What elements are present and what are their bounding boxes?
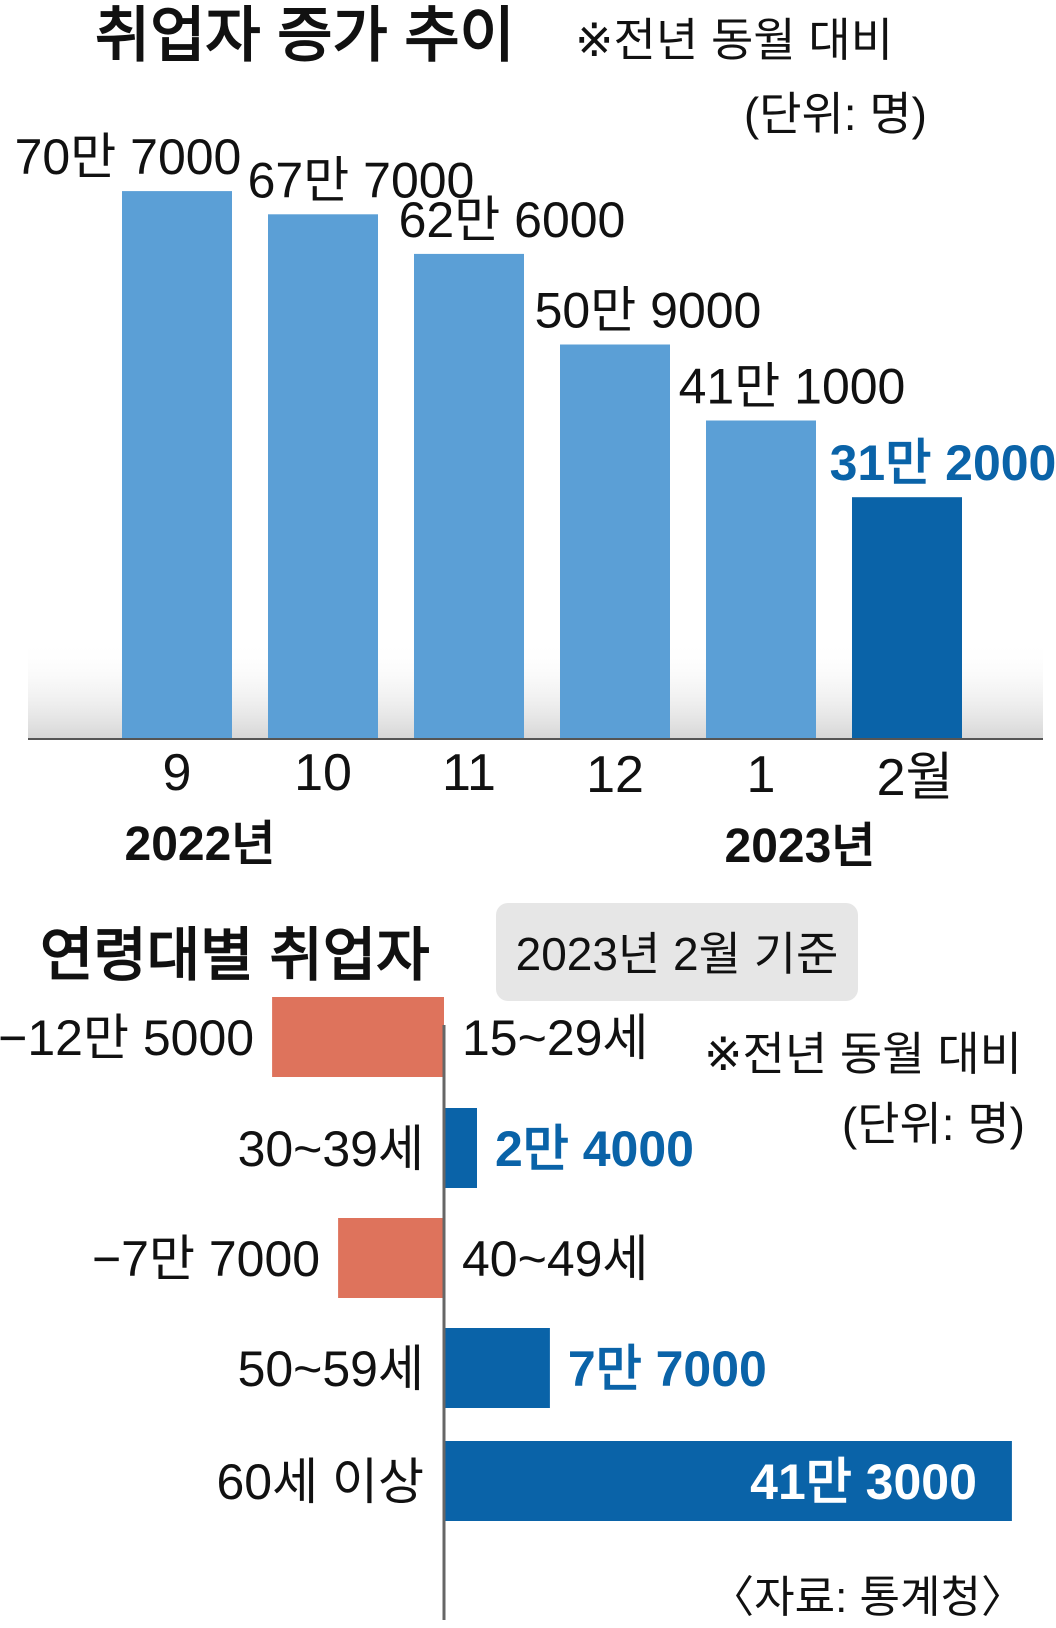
age-bar-value-label: 7만 7000 [568, 1341, 767, 1397]
age-bar-chart: 15~29세 −12만 5000 30~39세 2만 4000 40~49세 −7만 70… [0, 997, 1012, 1521]
month-bar-value-label: 31만 2000 [830, 435, 1056, 491]
top-bar-chart: 70만 7000 9 67만 7000 10 62만 6000 11 50만 9000 12 4… [15, 129, 1056, 807]
month-bar [414, 253, 524, 739]
age-category-label: 30~39세 [238, 1121, 424, 1177]
age-bar [444, 1108, 477, 1188]
bottom-note: ※전년 동월 대비 [704, 1028, 1022, 1080]
month-bar [706, 420, 816, 739]
age-bar-value-label: 41만 3000 [750, 1454, 977, 1510]
month-category-label: 12 [586, 746, 644, 804]
month-category-label: 11 [442, 744, 496, 802]
year-label-2023: 2023년 [725, 820, 876, 873]
age-category-label: 50~59세 [238, 1341, 424, 1397]
month-bar-value-label: 70만 7000 [15, 129, 242, 185]
bottom-title: 연령대별 취업자 [40, 923, 430, 988]
month-category-label: 2월 [877, 749, 954, 807]
top-unit: (단위: 명) [744, 88, 927, 140]
month-bar-value-label: 50만 9000 [535, 283, 762, 339]
age-bar [338, 1218, 444, 1298]
year-label-2022: 2022년 [125, 818, 276, 871]
month-bar [852, 497, 962, 739]
month-category-label: 9 [163, 744, 192, 802]
month-bar [268, 214, 378, 740]
age-bar [272, 997, 444, 1077]
age-bar-value-label: −12만 5000 [0, 1010, 254, 1066]
age-bar [444, 1441, 1012, 1521]
age-category-label: 15~29세 [462, 1010, 648, 1066]
source-note: 〈자료: 통계청〉 [710, 1573, 1025, 1622]
month-bar [560, 344, 670, 739]
month-bar-value-label: 67만 7000 [248, 152, 475, 208]
age-bar-value-label: 2만 4000 [495, 1121, 694, 1177]
age-category-label: 60세 이상 [216, 1454, 424, 1510]
month-bar-value-label: 41만 1000 [679, 359, 906, 415]
top-note: ※전년 동월 대비 [575, 14, 893, 66]
month-category-label: 10 [294, 744, 352, 802]
reference-date-text: 2023년 2월 기준 [516, 928, 839, 980]
reference-date-badge [496, 903, 858, 1001]
month-bar-value-label: 62만 6000 [399, 192, 626, 248]
age-bar-value-label: −7만 7000 [92, 1231, 320, 1287]
bottom-unit: (단위: 명) [842, 1098, 1025, 1150]
top-title: 취업자 증가 추이 [95, 2, 515, 69]
month-category-label: 1 [747, 746, 776, 804]
month-bar [122, 191, 232, 740]
age-bar [444, 1328, 550, 1408]
age-category-label: 40~49세 [462, 1231, 648, 1287]
